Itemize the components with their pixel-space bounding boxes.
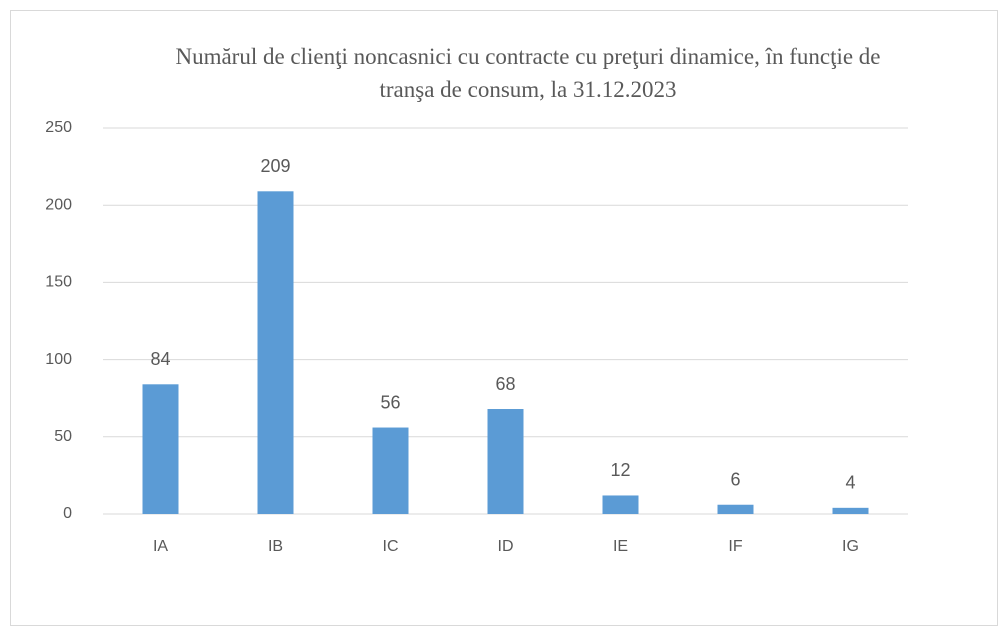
y-tick-label: 200 <box>45 196 72 213</box>
y-tick-label: 150 <box>45 274 72 291</box>
value-label: 209 <box>260 156 290 176</box>
bar <box>257 191 294 514</box>
value-label: 84 <box>150 349 170 369</box>
x-tick-label: IG <box>842 538 859 555</box>
value-label: 56 <box>380 392 400 412</box>
bar <box>717 504 754 514</box>
y-tick-label: 0 <box>63 505 72 522</box>
bar <box>602 495 639 514</box>
y-tick-label: 50 <box>54 428 72 445</box>
chart-title: Numărul de clienţi noncasnici cu contrac… <box>175 44 881 102</box>
value-label: 6 <box>730 469 740 489</box>
x-tick-label: IE <box>613 538 628 555</box>
bar <box>372 427 409 514</box>
bar <box>487 409 524 514</box>
y-tick-label: 100 <box>45 351 72 368</box>
bar <box>832 507 869 514</box>
bar <box>142 384 179 514</box>
x-tick-label: IF <box>728 538 742 555</box>
value-label: 12 <box>610 460 630 480</box>
y-tick-label: 250 <box>45 119 72 136</box>
x-tick-label: IB <box>268 538 283 555</box>
value-label: 4 <box>845 473 855 493</box>
chart-border <box>10 10 998 626</box>
x-tick-label: ID <box>498 538 514 555</box>
x-tick-label: IC <box>383 538 399 555</box>
value-label: 68 <box>495 374 515 394</box>
x-tick-label: IA <box>153 538 168 555</box>
